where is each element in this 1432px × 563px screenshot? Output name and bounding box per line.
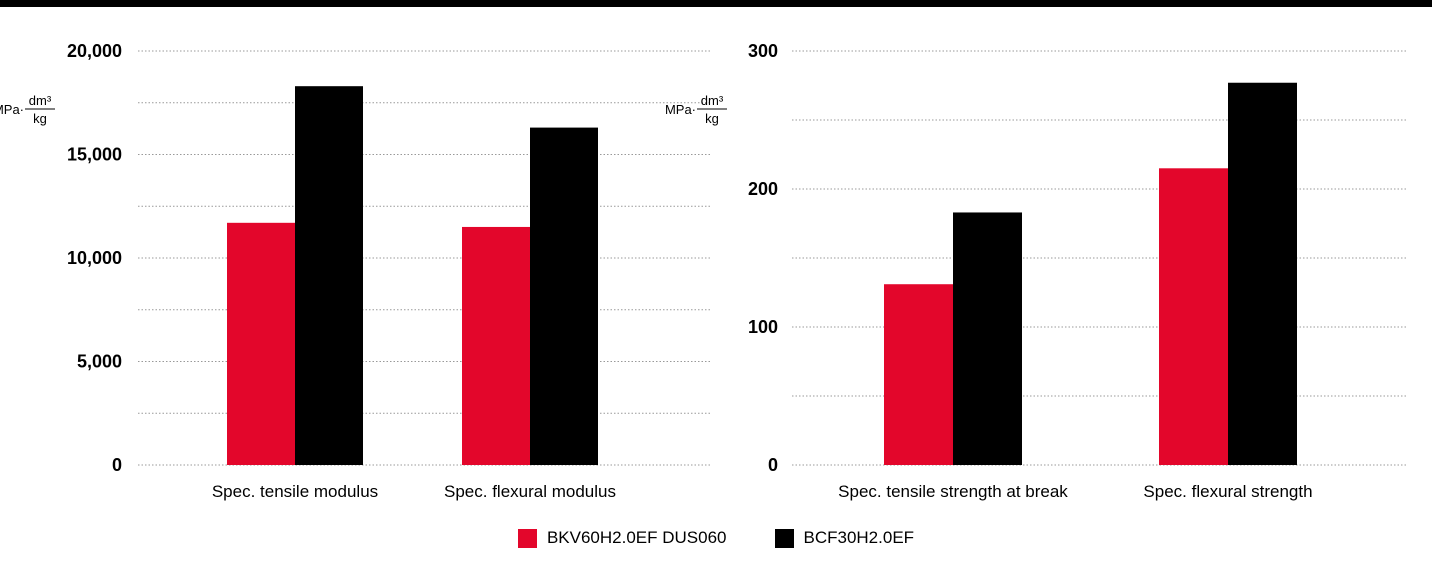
- legend-swatch-series-1: [517, 528, 537, 548]
- unit-label-prefix: MPa·: [0, 102, 24, 117]
- unit-label-prefix: MPa·: [665, 102, 696, 117]
- legend-item-series-2: BCF30H2.0EF: [774, 528, 915, 548]
- legend-item-series-1: BKV60H2.0EF DUS060: [517, 528, 727, 548]
- legend: BKV60H2.0EF DUS060 BCF30H2.0EF: [0, 528, 1432, 548]
- x-category-label: Spec. flexural strength: [1143, 482, 1312, 501]
- y-tick-label: 0: [112, 455, 122, 475]
- unit-label-numerator: dm³: [701, 93, 724, 108]
- bar-1-series-2: [295, 86, 363, 465]
- y-tick-label: 300: [748, 41, 778, 61]
- chart-2: 0 100 200 300 MPa· dm³ kg Spec. tensile strengt…: [665, 41, 1408, 501]
- legend-label-series-2: BCF30H2.0EF: [803, 528, 915, 547]
- y-tick-label: 10,000: [67, 248, 122, 268]
- legend-label-series-1: BKV60H2.0EF DUS060: [546, 528, 727, 547]
- y-tick-label: 15,000: [67, 145, 122, 165]
- bar-1-series-2: [953, 212, 1022, 465]
- x-category-label: Spec. tensile strength at break: [838, 482, 1068, 501]
- unit-label-denominator: kg: [33, 111, 47, 126]
- bar-2-series-2: [530, 127, 598, 465]
- y-tick-label: 100: [748, 317, 778, 337]
- bar-2-series-1: [462, 226, 530, 465]
- charts-canvas: 0 5,000 10,000 15,000 20,000 MPa· dm³ kg Spec. t…: [0, 41, 1408, 501]
- x-category-label: Spec. tensile modulus: [212, 482, 378, 501]
- y-tick-label: 5,000: [77, 352, 122, 372]
- chart-1: 0 5,000 10,000 15,000 20,000 MPa· dm³ kg Spec. t…: [0, 41, 710, 501]
- bar-1-series-1: [884, 284, 953, 465]
- unit-label-denominator: kg: [705, 111, 719, 126]
- unit-label-numerator: dm³: [29, 93, 52, 108]
- y-tick-label: 20,000: [67, 41, 122, 61]
- top-rule: [0, 0, 1432, 7]
- bar-1-series-1: [227, 222, 295, 465]
- bar-2-series-2: [1228, 82, 1297, 466]
- y-tick-label: 200: [748, 179, 778, 199]
- y-tick-label: 0: [768, 455, 778, 475]
- bar-2-series-1: [1159, 168, 1228, 466]
- x-category-label: Spec. flexural modulus: [444, 482, 616, 501]
- legend-swatch-series-2: [774, 528, 794, 548]
